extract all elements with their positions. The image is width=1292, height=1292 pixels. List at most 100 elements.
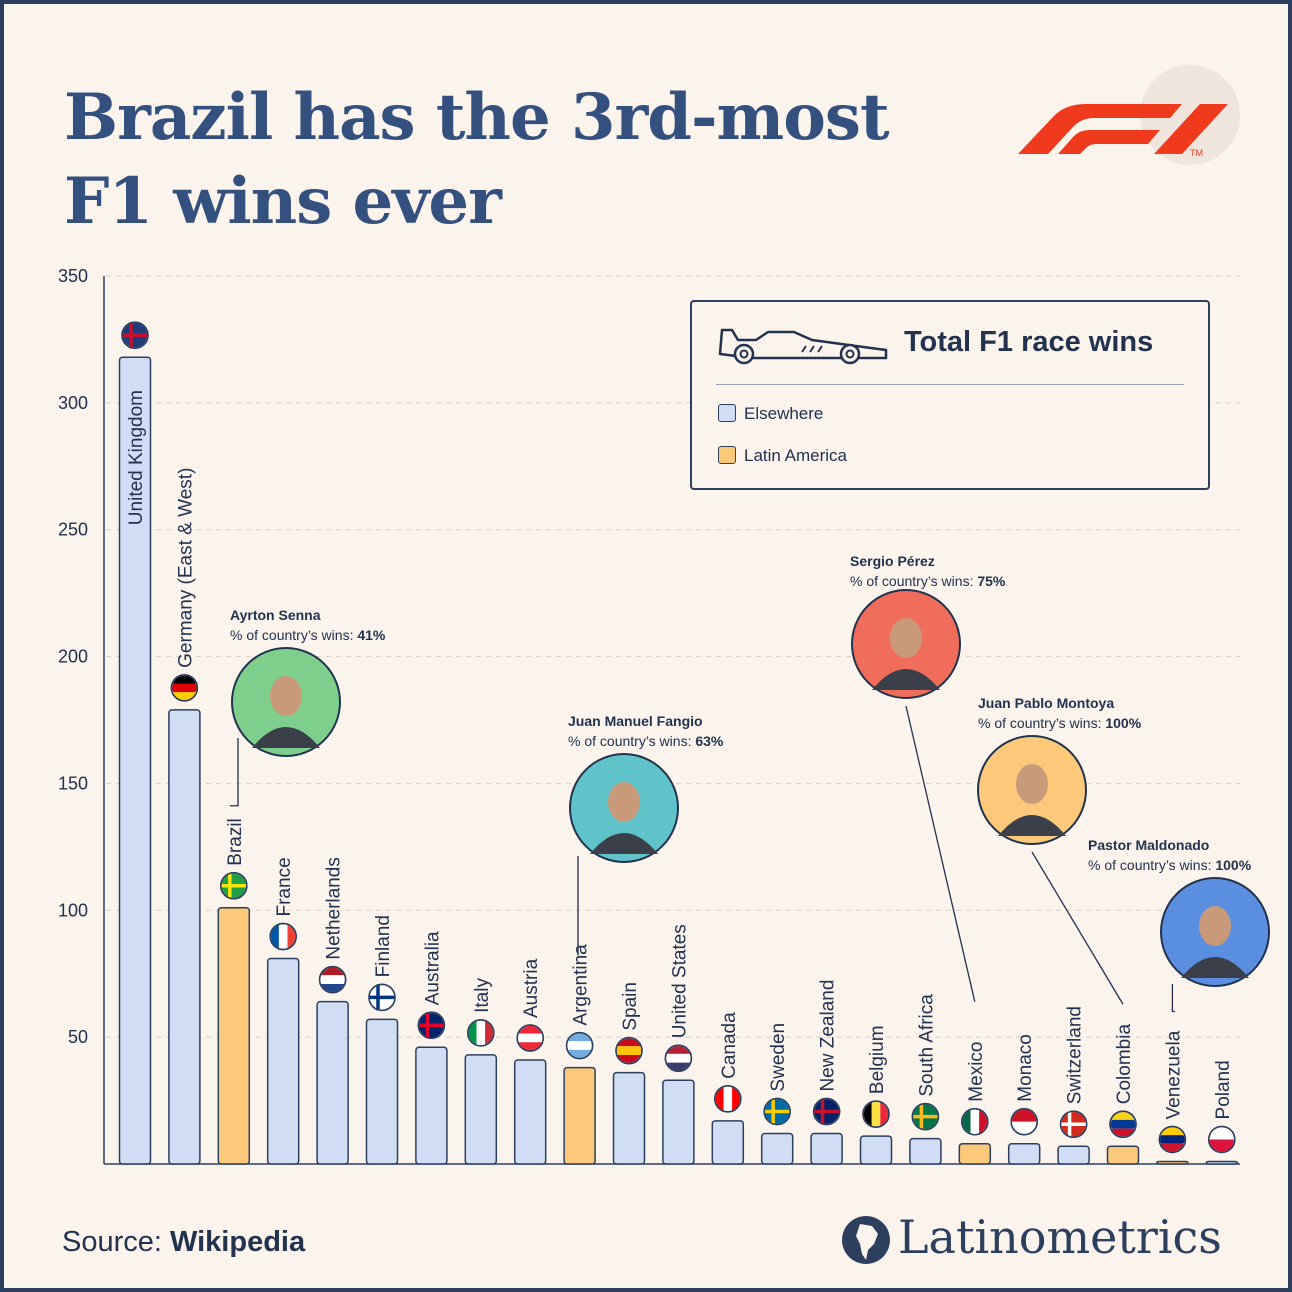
legend-divider — [716, 384, 1184, 385]
legend-label-elsewhere: Elsewhere — [744, 404, 824, 423]
portrait-pastor-maldonado — [1160, 877, 1270, 987]
flag-cross — [912, 1103, 939, 1130]
flag-stripe — [871, 1101, 881, 1127]
category-label-netherlands: Netherlands — [324, 857, 345, 959]
flag-stripe — [567, 1049, 592, 1058]
legend-swatch-latin-america — [718, 446, 736, 464]
portrait-body — [872, 669, 940, 690]
legend-item-elsewhere: Elsewhere — [718, 404, 823, 424]
y-tick-label: 300 — [58, 393, 88, 413]
flag-stripe — [287, 924, 296, 949]
portrait-head — [270, 676, 302, 716]
flag-rim — [516, 1024, 544, 1052]
bar-australia — [415, 1046, 448, 1165]
annotation-share-sergio-p-rez: % of country’s wins: 75% — [850, 573, 1006, 589]
bar-monaco — [1007, 1142, 1041, 1165]
flag-icon-germany-east-west — [170, 674, 199, 702]
annotation-share-juan-manuel-fangio: % of country’s wins: 63% — [568, 733, 724, 749]
bar-spain — [612, 1071, 646, 1165]
flag-rim — [269, 922, 297, 951]
portrait-body — [590, 833, 658, 854]
portrait-ayrton-senna — [231, 647, 341, 757]
flag-cross — [1060, 1111, 1087, 1138]
flag-rim — [417, 1011, 446, 1040]
portrait-head — [1199, 906, 1231, 946]
portrait-body — [998, 815, 1066, 836]
leader-line-ayrton-senna — [229, 738, 239, 807]
race-car-icon — [718, 328, 888, 365]
flag-stripe — [172, 683, 197, 693]
flag-icon-united-states — [664, 1044, 693, 1073]
flag-icon-monaco — [1010, 1107, 1038, 1136]
bar-mexico — [958, 1142, 992, 1165]
flag-stripe — [616, 1038, 642, 1047]
flag-stripe — [320, 967, 345, 976]
flag-stripe — [271, 924, 279, 949]
annotation-share-value: 100% — [1215, 857, 1251, 873]
portrait-head — [890, 618, 922, 658]
title-line-2: F1 wins ever — [64, 164, 502, 239]
category-label-spain: Spain — [620, 982, 641, 1031]
bar-brazil — [217, 906, 251, 1165]
annotation-name-sergio-p-rez: Sergio Pérez — [850, 553, 935, 569]
flag-stripe — [518, 1042, 543, 1051]
flag-icon-france — [269, 922, 297, 951]
category-label-monaco: Monaco — [1015, 1034, 1036, 1102]
flag-icon-finland — [368, 983, 396, 1012]
flag-icon-switzerland — [1059, 1110, 1088, 1138]
flag-icon-italy — [467, 1019, 495, 1047]
flag-stripe — [1012, 1121, 1037, 1134]
bar-argentina — [563, 1066, 596, 1165]
portrait-body — [252, 727, 320, 748]
flag-stripe — [1160, 1127, 1185, 1136]
bar-italy — [464, 1054, 498, 1165]
legend-item-latin-america: Latin America — [718, 446, 847, 466]
flag-rim — [121, 321, 149, 349]
category-label-poland: Poland — [1213, 1060, 1234, 1119]
category-label-germany-east-west: Germany (East & West) — [175, 468, 196, 668]
flag-stripe — [1110, 1128, 1136, 1137]
flag-stripe — [979, 1109, 987, 1134]
f1-logo: TM — [1018, 104, 1228, 158]
bar-sweden — [760, 1132, 794, 1165]
flag-cross — [220, 872, 247, 899]
flag-cross — [369, 984, 395, 1011]
legend-label-latin-america: Latin America — [744, 446, 847, 465]
flag-rim — [664, 1044, 693, 1073]
flag-stripe — [616, 1046, 642, 1055]
flag-stripe — [518, 1033, 543, 1043]
flag-stripe — [518, 1025, 543, 1034]
flag-cross — [813, 1098, 840, 1125]
y-tick-label: 100 — [58, 900, 88, 920]
flag-stripe — [970, 1109, 980, 1134]
latin-america-map-icon — [842, 1216, 890, 1264]
flag-rim — [615, 1036, 643, 1065]
flag-cross — [122, 322, 148, 349]
flag-stripe — [1012, 1109, 1037, 1122]
bar-poland — [1205, 1160, 1239, 1165]
flag-stripe — [666, 1046, 691, 1054]
flag-stripe — [715, 1086, 724, 1112]
flag-stripe — [278, 924, 288, 949]
category-label-france: France — [274, 857, 295, 916]
flag-rim — [862, 1100, 890, 1128]
flag-rim — [220, 871, 248, 900]
portrait-sergio-p-rez — [851, 589, 961, 699]
flag-stripe — [1110, 1112, 1136, 1120]
flag-rim — [1010, 1107, 1038, 1136]
legend-swatch-elsewhere — [718, 404, 736, 422]
flag-rim — [961, 1107, 989, 1136]
flag-icon-spain — [615, 1036, 643, 1065]
category-label-brazil: Brazil — [225, 818, 246, 866]
category-label-australia: Australia — [422, 931, 443, 1005]
bar-venezuela — [1156, 1160, 1189, 1165]
leader-line-sergio-p-rez — [905, 705, 976, 1002]
portrait-juan-pablo-montoya — [977, 735, 1087, 845]
flag-rim — [170, 674, 199, 702]
category-label-finland: Finland — [373, 915, 394, 977]
flag-stripe — [962, 1109, 971, 1134]
flag-stripe — [468, 1020, 477, 1046]
bar-austria — [513, 1059, 547, 1165]
category-label-south-africa: South Africa — [916, 994, 937, 1097]
legend: Total F1 race wins Elsewhere Latin Ameri… — [690, 300, 1210, 490]
